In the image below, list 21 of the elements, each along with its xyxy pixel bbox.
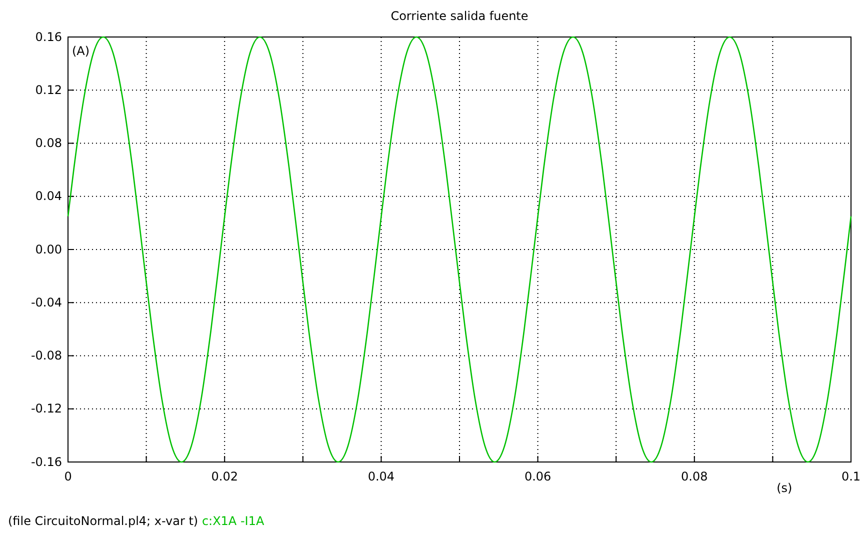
text: (file CircuitoNormal.pl4; x-var t) — [8, 514, 202, 528]
x-tick-label: 0.1 — [841, 470, 861, 484]
line-series — [67, 36, 852, 463]
y-tick-label: -0.12 — [30, 402, 62, 416]
y-tick-label: 0.08 — [35, 136, 62, 150]
x-tick-label: 0.02 — [211, 470, 238, 484]
y-tick-label: -0.04 — [30, 295, 62, 310]
y-tick-label: -0.08 — [30, 348, 62, 363]
y-tick-label: 0.04 — [35, 189, 62, 204]
text: c:X1A -I1A — [202, 514, 265, 528]
x-tick-label: 0.04 — [368, 470, 395, 484]
y-tick-label: -0.16 — [30, 454, 62, 469]
y-axis-title: (A) — [72, 44, 90, 58]
chart-title: Corriente salida fuente — [390, 9, 528, 23]
y-tick-label: 0.12 — [35, 82, 62, 97]
x-tick-label: 0.08 — [681, 470, 708, 484]
y-tick-label: 0.16 — [35, 30, 62, 44]
x-tick-label: 0 — [64, 470, 72, 484]
x-axis-title: (s) — [776, 481, 792, 495]
y-tick-label: 0.00 — [35, 242, 62, 256]
x-tick-label: 0.06 — [524, 470, 552, 484]
